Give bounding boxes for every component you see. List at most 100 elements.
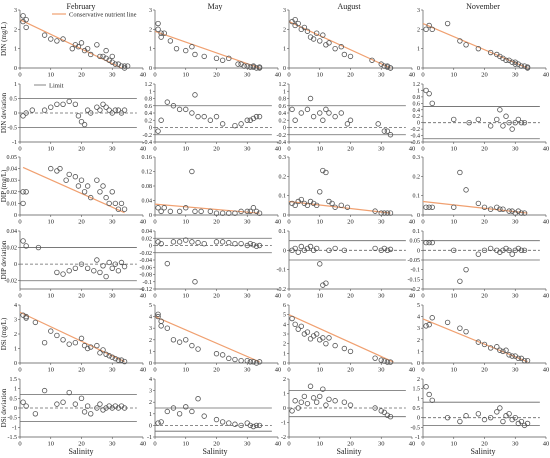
data-point: [84, 265, 91, 271]
y-tick-label: 0: [417, 121, 420, 127]
xlabel-november: Salinity: [471, 447, 496, 456]
data-point: [54, 168, 60, 174]
data-point: [78, 335, 85, 342]
data-point: [88, 344, 94, 350]
x-tick-label: 40: [543, 72, 550, 79]
data-point: [155, 26, 161, 33]
data-point: [292, 398, 298, 404]
data-point: [48, 104, 54, 110]
x-tick-label: 10: [183, 293, 190, 300]
data-point: [189, 44, 195, 50]
data-point: [103, 351, 109, 357]
data-point: [195, 396, 201, 402]
data-point: [423, 87, 429, 94]
y-tick-label: 4: [149, 315, 152, 321]
panel-r2-c3: 0 10 20 30 40 0 0.1 0.2 0.3: [413, 155, 550, 226]
data-point: [253, 243, 260, 249]
data-point: [463, 187, 469, 193]
data-point: [429, 239, 435, 246]
data-point: [521, 357, 528, 364]
y-tick-label: 0: [14, 66, 17, 72]
data-point: [161, 30, 167, 36]
data-point: [66, 171, 72, 178]
data-point: [84, 183, 91, 189]
panel-r1-c0: 0 10 20 30 40 -1 -0.5 0 0.5 1 DIN deviation: [0, 82, 146, 153]
data-point: [183, 47, 189, 54]
data-point: [115, 206, 122, 212]
data-point: [23, 243, 29, 249]
x-tick-label: 20: [213, 367, 220, 374]
data-point: [310, 395, 317, 401]
column-title-august: August: [337, 2, 361, 11]
y-tick-label: -0.4: [277, 140, 287, 146]
data-point: [497, 206, 503, 212]
x-tick-label: 0: [287, 441, 290, 448]
y-tick-label: 1: [283, 47, 286, 53]
data-point: [81, 121, 88, 128]
data-point: [81, 189, 88, 195]
y-tick-label: 2: [283, 27, 286, 33]
data-point: [295, 249, 301, 255]
data-point: [94, 405, 100, 411]
data-point: [23, 403, 29, 409]
data-point: [78, 177, 85, 183]
data-point: [192, 92, 198, 98]
data-point: [323, 106, 329, 113]
x-tick-label: 10: [183, 441, 190, 448]
legend-limit-label: Limit: [49, 83, 64, 90]
data-point: [219, 210, 226, 216]
data-point: [487, 49, 494, 56]
data-point: [109, 265, 115, 271]
x-tick-label: 20: [481, 219, 488, 226]
data-point: [170, 337, 177, 343]
data-point: [155, 311, 161, 317]
x-tick-label: 20: [213, 219, 220, 226]
y-tick-label: -0.1: [143, 280, 153, 286]
y-tick-label: 1: [417, 396, 420, 402]
y-tick-label: 2: [417, 27, 420, 33]
data-point: [173, 45, 180, 52]
data-point: [66, 341, 72, 347]
data-point: [238, 422, 244, 429]
data-point: [32, 411, 39, 417]
y-tick-label: 4: [417, 315, 420, 321]
data-point: [387, 132, 394, 138]
data-point: [219, 239, 226, 245]
data-point: [189, 408, 195, 415]
y-tick-label: 0: [14, 262, 17, 268]
data-point: [298, 323, 304, 329]
data-point: [57, 165, 63, 172]
data-point: [372, 245, 378, 252]
data-point: [509, 251, 515, 257]
data-point: [155, 20, 161, 27]
data-point: [289, 315, 295, 322]
data-point: [292, 245, 298, 252]
data-point: [375, 121, 381, 127]
data-point: [521, 247, 528, 254]
data-point: [213, 351, 220, 357]
data-point: [426, 239, 432, 246]
y-tick-label: 0.8: [145, 97, 153, 103]
x-tick-label: 30: [378, 441, 385, 448]
data-point: [518, 418, 525, 425]
data-point: [381, 63, 388, 69]
data-point: [112, 107, 119, 113]
data-point: [192, 51, 198, 58]
y-tick-label: 0.2: [279, 174, 287, 180]
data-point: [475, 411, 482, 417]
data-point: [244, 357, 250, 364]
data-point: [84, 345, 91, 352]
data-point: [32, 319, 39, 326]
y-tick-label: 1: [14, 47, 17, 53]
data-point: [451, 204, 457, 210]
panel-r3-c2: 0 10 20 30 40-0.2-0.100.1: [277, 229, 416, 300]
data-point: [100, 347, 106, 353]
y-tick-label: 3: [283, 8, 286, 14]
data-point: [54, 332, 60, 339]
y-tick-label: 0: [14, 111, 17, 117]
y-tick-label: 1: [283, 392, 286, 398]
data-point: [41, 340, 48, 346]
